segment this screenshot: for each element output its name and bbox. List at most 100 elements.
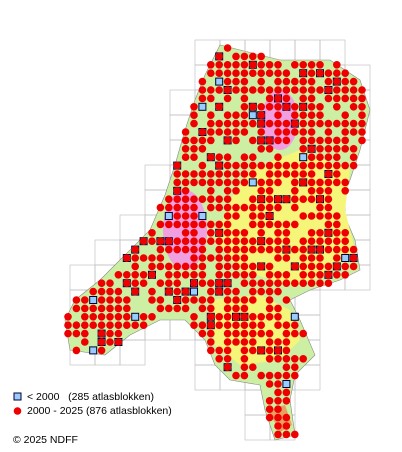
recent-record	[148, 313, 156, 321]
recent-record	[240, 346, 249, 355]
recent-record	[324, 187, 333, 195]
recent-record	[257, 136, 266, 145]
recent-record	[156, 296, 165, 304]
recent-record	[148, 254, 156, 262]
recent-record	[215, 128, 223, 136]
recent-record	[173, 262, 181, 271]
recent-record	[190, 203, 198, 212]
recent-record	[240, 94, 249, 103]
recent-record	[223, 187, 232, 195]
recent-record	[274, 94, 282, 103]
recent-record	[215, 237, 223, 245]
recent-record	[324, 279, 333, 288]
recent-record	[324, 262, 333, 271]
legend-label: 2000 - 2025 (876 atlasblokken)	[27, 405, 172, 417]
recent-record	[299, 329, 308, 338]
recent-record	[299, 145, 308, 153]
recent-record	[249, 329, 257, 338]
recent-record	[223, 161, 232, 170]
recent-record	[232, 61, 240, 69]
recent-record	[257, 220, 266, 229]
recent-record	[156, 203, 165, 212]
recent-record	[257, 245, 266, 254]
recent-record	[198, 94, 207, 103]
recent-record	[223, 195, 232, 203]
recent-record	[341, 119, 350, 128]
recent-record	[265, 212, 274, 220]
recent-record	[232, 338, 240, 346]
recent-record	[299, 254, 308, 262]
old-record	[282, 380, 291, 388]
recent-record	[257, 262, 266, 271]
recent-record	[282, 136, 291, 145]
recent-record	[274, 136, 282, 145]
recent-record	[257, 111, 266, 119]
recent-record	[291, 321, 299, 330]
recent-record	[207, 329, 215, 338]
recent-record	[249, 245, 257, 254]
recent-record	[240, 329, 249, 338]
recent-record	[215, 69, 223, 77]
recent-record	[148, 237, 156, 245]
recent-record	[324, 69, 333, 77]
recent-record	[207, 111, 215, 119]
recent-record	[249, 195, 257, 203]
recent-record	[207, 136, 215, 145]
recent-record	[249, 136, 257, 145]
recent-record	[114, 321, 123, 330]
recent-record	[274, 413, 282, 422]
recent-record	[316, 237, 324, 245]
recent-record	[265, 86, 274, 94]
recent-record	[223, 245, 232, 254]
recent-record	[274, 86, 282, 94]
recent-record	[307, 145, 316, 153]
recent-record	[307, 103, 316, 111]
recent-record	[257, 86, 266, 94]
recent-record	[240, 178, 249, 187]
recent-record	[240, 279, 249, 288]
recent-record	[349, 153, 358, 161]
recent-record	[181, 296, 190, 304]
recent-record	[223, 136, 232, 145]
recent-record	[97, 321, 106, 330]
recent-record	[232, 229, 240, 237]
recent-record	[265, 187, 274, 195]
recent-record	[156, 220, 165, 229]
recent-record	[282, 397, 291, 405]
recent-record	[316, 187, 324, 195]
recent-record	[249, 338, 257, 346]
recent-record	[265, 380, 274, 388]
recent-record	[223, 287, 232, 296]
recent-record	[316, 69, 324, 77]
recent-record	[207, 296, 215, 304]
recent-record	[257, 321, 266, 330]
recent-record	[282, 103, 291, 111]
recent-record	[240, 161, 249, 170]
recent-record	[282, 338, 291, 346]
grid-cell	[94, 239, 121, 266]
recent-record	[265, 279, 274, 288]
recent-record	[240, 262, 249, 271]
recent-record	[240, 296, 249, 304]
recent-record	[207, 69, 215, 77]
recent-record	[165, 304, 173, 313]
recent-record	[97, 296, 106, 304]
recent-record	[257, 128, 266, 136]
recent-record	[114, 338, 123, 346]
recent-record	[299, 279, 308, 288]
recent-record	[333, 61, 341, 69]
recent-record	[215, 103, 223, 111]
recent-record	[307, 153, 316, 161]
recent-record	[324, 128, 333, 136]
recent-record	[265, 237, 274, 245]
recent-record	[232, 313, 240, 321]
recent-record	[215, 119, 223, 128]
recent-record	[249, 69, 257, 77]
recent-record	[299, 69, 308, 77]
recent-record	[156, 254, 165, 262]
recent-record	[257, 195, 266, 203]
recent-record	[316, 178, 324, 187]
recent-record	[232, 237, 240, 245]
recent-record	[181, 145, 190, 153]
old-record	[131, 312, 140, 321]
